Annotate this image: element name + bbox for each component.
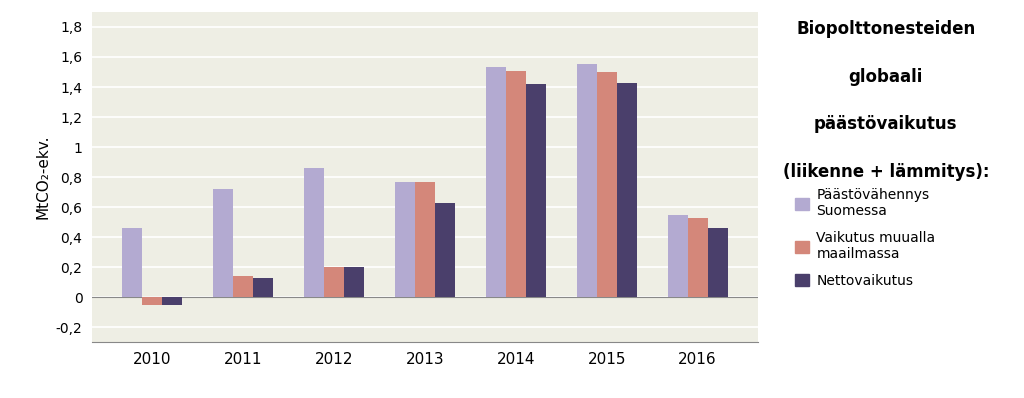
Bar [123,228,142,297]
Bar [213,189,233,297]
Bar [616,82,637,297]
Bar [325,267,344,297]
Bar [506,70,525,297]
Bar [253,278,273,297]
Bar [163,297,182,305]
Text: Biopolttonesteiden: Biopolttonesteiden [796,20,976,38]
Bar [304,168,325,297]
Bar [668,215,687,297]
Bar [395,181,415,297]
Bar [525,84,546,297]
Y-axis label: MtCO₂-ekv.: MtCO₂-ekv. [35,135,50,219]
Bar [597,72,616,297]
Bar [708,228,727,297]
Bar [485,68,506,297]
Bar [435,203,455,297]
Bar [344,267,365,297]
Bar [687,218,708,297]
Legend: Päästövähennys
Suomessa, Vaikutus muualla
maailmassa, Nettovaikutus: Päästövähennys Suomessa, Vaikutus muuall… [792,184,940,292]
Text: (liikenne + lämmitys):: (liikenne + lämmitys): [782,163,989,181]
Text: päästövaikutus: päästövaikutus [814,115,957,133]
Bar [577,64,597,297]
Bar [142,297,163,305]
Bar [233,276,253,297]
Text: globaali: globaali [849,68,923,86]
Bar [415,181,435,297]
